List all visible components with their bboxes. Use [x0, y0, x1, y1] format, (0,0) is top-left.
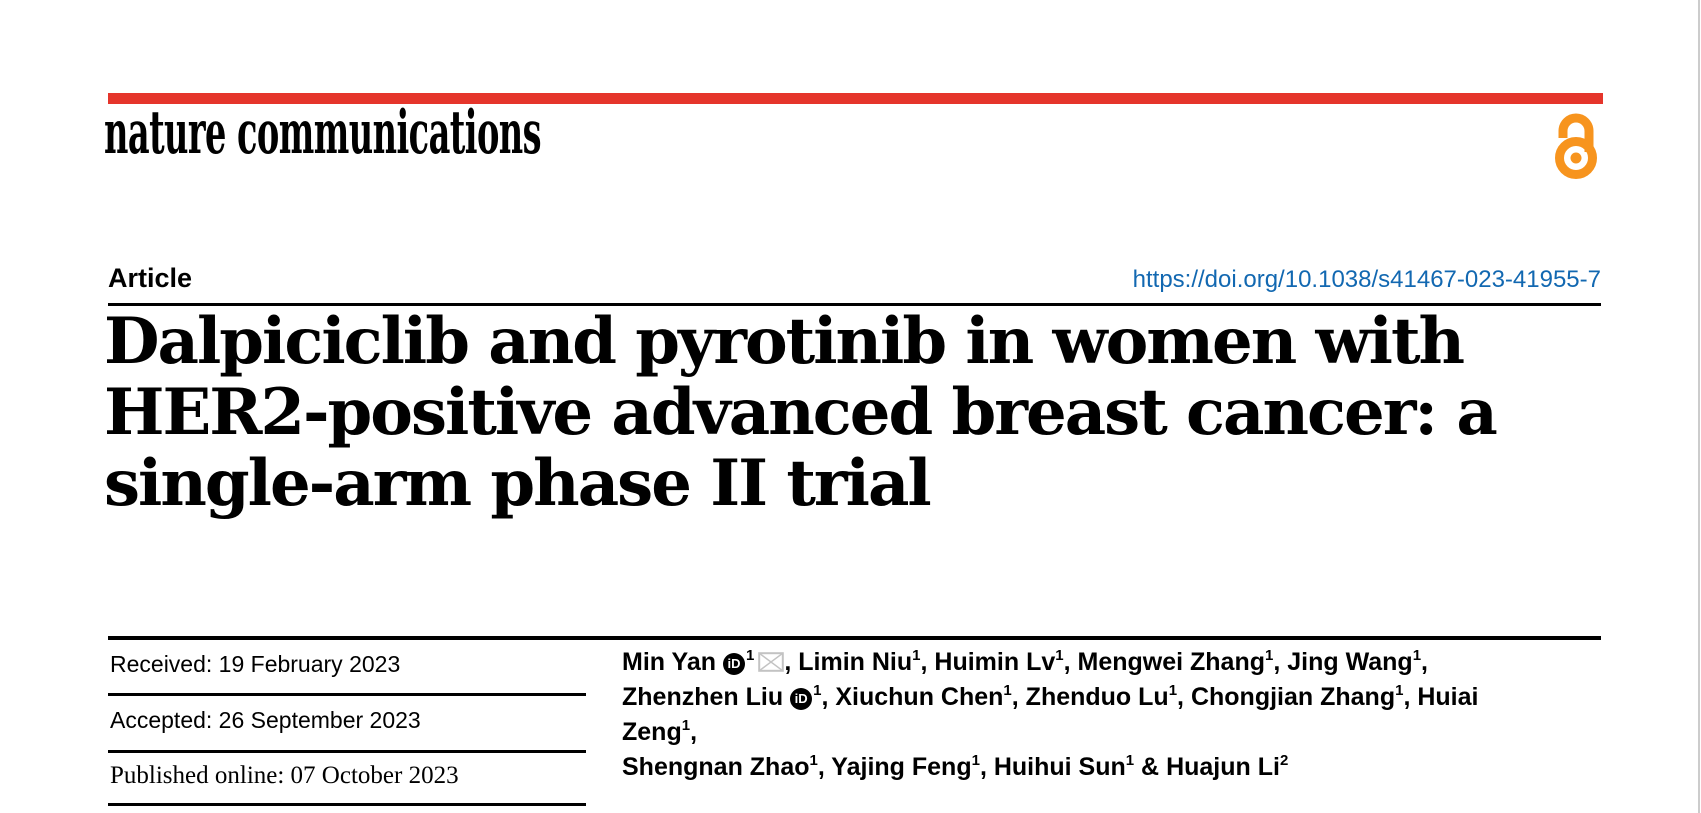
author-name: Shengnan Zhao	[622, 753, 810, 781]
open-access-icon	[1555, 113, 1597, 179]
author-separator: ,	[979, 753, 994, 781]
email-icon[interactable]	[758, 647, 785, 682]
author-separator: ,	[821, 683, 836, 711]
affiliation-superscript: 1	[1125, 751, 1135, 769]
author-name: Huiai Zeng	[622, 683, 1479, 746]
orcid-icon[interactable]: iD	[723, 653, 746, 675]
journal-logo: nature communications	[104, 98, 542, 168]
accepted-date: Accepted: 26 September 2023	[110, 707, 421, 733]
affiliation-superscript: 1	[912, 646, 921, 664]
affiliation-superscript: 1	[1168, 681, 1178, 699]
article-title: Dalpiciclib and pyrotinib in women with …	[104, 304, 1498, 521]
author-name: Min Yan	[622, 648, 717, 676]
received-date: Received: 19 February 2023	[110, 651, 401, 677]
author-name: Limin Niu	[798, 648, 913, 676]
affiliation-superscript: 1	[681, 716, 691, 734]
author-name: Huimin Lv	[934, 648, 1056, 676]
author-name: Mengwei Zhang	[1077, 648, 1266, 676]
affiliation-superscript: 1	[971, 751, 980, 769]
date-divider	[108, 693, 586, 696]
author-separator: ,	[690, 718, 698, 746]
page-edge-line	[1698, 0, 1700, 813]
author-name: Huajun Li	[1166, 753, 1280, 781]
orcid-icon[interactable]: iD	[790, 688, 813, 710]
author-separator: ,	[784, 648, 799, 676]
article-title-line: HER2-positive advanced breast cancer: a	[104, 375, 1498, 450]
author-list: Min Yan iD 1, Limin Niu1, Huimin Lv1, Meng…	[622, 645, 1522, 785]
author-name: Chongjian Zhang	[1190, 683, 1396, 711]
date-divider	[108, 803, 586, 806]
metadata-top-divider	[108, 636, 1601, 640]
author-name: Yajing Feng	[831, 753, 972, 781]
author-separator: ,	[1421, 648, 1428, 676]
affiliation-superscript: 1	[809, 751, 818, 769]
author-separator: ,	[1403, 683, 1418, 711]
date-divider	[108, 750, 586, 753]
author-name: Huihui Sun	[993, 753, 1126, 781]
affiliation-superscript: 1	[1265, 646, 1274, 664]
doi-link[interactable]: https://doi.org/10.1038/s41467-023-41955…	[1132, 266, 1601, 293]
author-separator: ,	[1177, 683, 1191, 711]
author-name: Xiuchun Chen	[835, 683, 1004, 711]
author-separator: ,	[920, 648, 935, 676]
author-name: Jing Wang	[1287, 648, 1413, 676]
author-separator: ,	[1011, 683, 1026, 711]
affiliation-superscript: 1	[1395, 681, 1404, 699]
author-separator: ,	[1063, 648, 1078, 676]
author-separator: ,	[1273, 648, 1288, 676]
author-name: Zhenzhen Liu	[622, 683, 784, 711]
author-separator: ,	[817, 753, 832, 781]
author-separator: &	[1134, 753, 1167, 781]
article-title-line: Dalpiciclib and pyrotinib in women with	[104, 304, 1465, 379]
header-divider	[108, 303, 1601, 306]
affiliation-superscript: 1	[813, 681, 822, 699]
author-name: Zhenduo Lu	[1025, 683, 1169, 711]
article-title-line: single-arm phase II trial	[104, 446, 932, 521]
published-online-date: Published online: 07 October 2023	[110, 762, 459, 789]
article-type-label: Article	[108, 263, 193, 293]
affiliation-superscript: 1	[1412, 646, 1422, 664]
affiliation-superscript: 1	[1055, 646, 1064, 664]
affiliation-superscript: 2	[1279, 751, 1289, 769]
journal-brand-bar	[108, 93, 1603, 104]
affiliation-superscript: 1	[746, 646, 755, 664]
affiliation-superscript: 1	[1003, 681, 1012, 699]
